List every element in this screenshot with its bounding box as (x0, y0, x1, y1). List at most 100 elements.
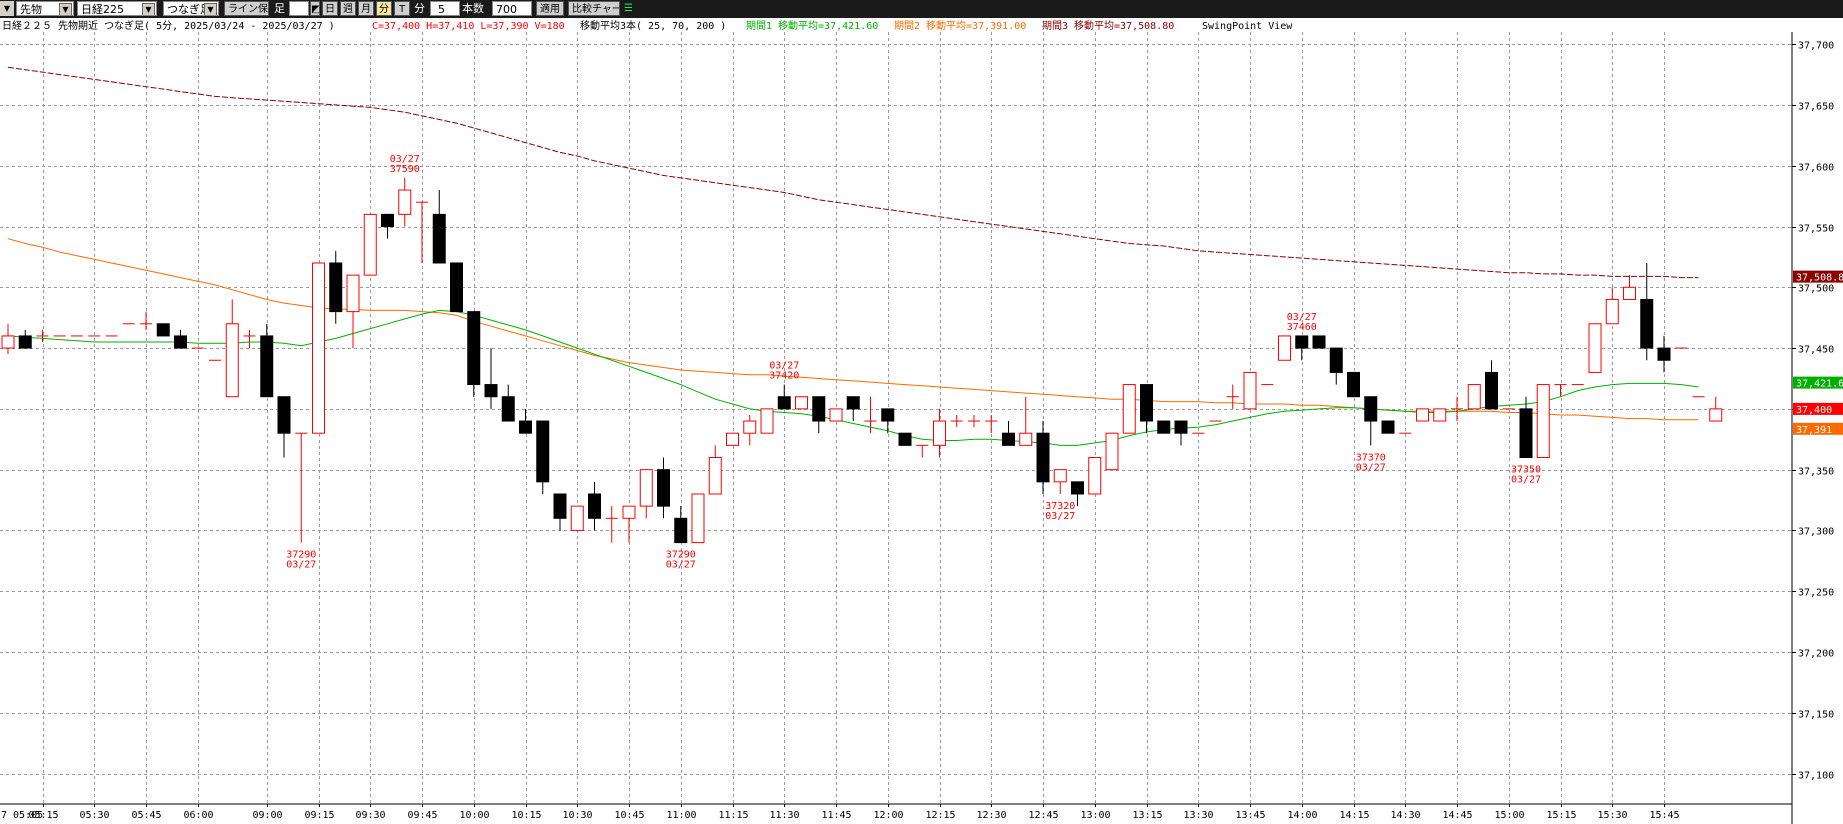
swing-label-line2: 37590 (390, 164, 420, 175)
candle (829, 408, 843, 422)
x-tick-label: 10:45 (614, 810, 644, 821)
toolbar: ▼ 先物 ▼ 日経225 ▼ つなぎ足 ▼ ライン保存 足 ◩ 日 週 月 分 … (0, 0, 1843, 18)
swing-label-line2: 03/27 (666, 560, 696, 571)
candle (519, 408, 532, 434)
bar-label: 足 (274, 2, 285, 15)
candle-body (381, 213, 394, 228)
swing-label-line1: 03/27 (1287, 312, 1317, 323)
price-badges: 37,508.8 37,421.6 37,400 37,391 (1793, 270, 1843, 436)
candle (760, 408, 774, 434)
apply-button[interactable]: 適用 (536, 1, 564, 16)
save-line-button[interactable]: ライン保存 (224, 1, 269, 16)
swing-label-line1: 37290 (666, 550, 696, 561)
price-badge: 37,391 (1793, 422, 1843, 436)
candle (225, 299, 239, 398)
candle (570, 505, 584, 531)
price-badge-bg (1793, 422, 1843, 435)
x-tick-label: 10:00 (459, 810, 489, 821)
x-tick-label: 12:45 (1028, 810, 1058, 821)
candle-body (363, 213, 377, 276)
x-tick-label: 11:45 (821, 810, 851, 821)
period-minute-button[interactable]: 分 (376, 1, 392, 16)
x-tick-label: 14:15 (1339, 810, 1369, 821)
swing-label-line2: 37420 (769, 371, 799, 382)
x-tick-label: 11:00 (666, 810, 696, 821)
chart-title: 日経２２５ 先物期近 つなぎ足( 5分, 2025/03/24 - 2025/0… (2, 19, 335, 32)
x-tick-label: 12:15 (925, 810, 955, 821)
candle-body (1278, 335, 1291, 361)
candle-body (1381, 420, 1395, 434)
candle (1467, 384, 1481, 410)
candle-body (795, 396, 808, 410)
candle (898, 432, 912, 446)
menu-arrow-icon[interactable]: ▼ (0, 1, 14, 16)
period-tick-button[interactable]: T (394, 1, 410, 16)
candle (1053, 469, 1067, 494)
price-badge-value: 37,508.8 (1796, 273, 1843, 284)
candle (277, 396, 291, 458)
candle (1588, 323, 1602, 373)
bar-stepper[interactable]: ◩ (310, 1, 320, 16)
candle-body (1536, 384, 1550, 459)
x-tick-label: 05:15 (28, 810, 58, 821)
candle-body (708, 457, 722, 495)
candle-body (829, 408, 843, 422)
x-tick-label: 14:30 (1390, 810, 1420, 821)
x-tick-label: 15:15 (1546, 810, 1576, 821)
count-input[interactable]: 700 (492, 1, 532, 16)
candle-body (1519, 408, 1533, 459)
candle-body (1657, 347, 1671, 361)
x-tick-label: 12:00 (873, 810, 903, 821)
interval-input[interactable]: 5 (430, 1, 460, 16)
candle-body (1140, 384, 1153, 422)
candle-body (1588, 323, 1602, 373)
candle-body (622, 505, 636, 519)
candle (639, 469, 653, 519)
candle-body (1605, 298, 1619, 325)
candle (1174, 420, 1188, 446)
candle-body (1053, 469, 1067, 483)
candle (1157, 420, 1171, 434)
period-month-button[interactable]: 月 (358, 1, 374, 16)
period-week-button[interactable]: 週 (340, 1, 356, 16)
candle-body (398, 189, 412, 215)
candle-body (329, 262, 343, 313)
market-select[interactable]: 先物 ▼ (16, 1, 74, 16)
y-tick-label: 37,150 (1798, 710, 1834, 721)
price-badge: 37,400 (1793, 402, 1843, 416)
y-tick-label: 37,450 (1798, 345, 1834, 356)
candle (329, 250, 343, 324)
instrument-select[interactable]: 日経225 ▼ (77, 1, 157, 16)
candle (1536, 384, 1550, 459)
price-badge-bg (1793, 376, 1843, 389)
y-tick-label: 37,250 (1798, 588, 1834, 599)
candle (864, 396, 877, 434)
candle (381, 213, 394, 239)
candle-body (674, 517, 688, 544)
x-tick-label: 12:30 (976, 810, 1006, 821)
candle (1329, 347, 1343, 385)
x-tick-label: 11:30 (769, 810, 799, 821)
candle (432, 190, 446, 264)
y-tick-label: 37,500 (1798, 284, 1834, 295)
period-day-button[interactable]: 日 (322, 1, 338, 16)
indicator-icon[interactable]: ☰ (624, 3, 633, 14)
y-tick-label: 37,650 (1798, 102, 1834, 113)
ohlcv-readout: C=37,400 H=37,410 L=37,390 V=180 (372, 21, 565, 32)
series-type-select[interactable]: つなぎ足 ▼ (163, 1, 219, 16)
y-tick-label: 37,100 (1798, 771, 1834, 782)
bar-count-input[interactable] (289, 1, 309, 16)
candle (36, 329, 49, 343)
candle (346, 274, 360, 349)
ma1-readout: 期間1 移動平均=37,421.60 (746, 19, 878, 32)
x-tick-label: 05:45 (131, 810, 161, 821)
compare-chart-button[interactable]: 比較チャート (568, 1, 620, 16)
candle (1140, 384, 1153, 434)
candle (588, 481, 601, 531)
swing-label-line2: 03/27 (1511, 475, 1541, 486)
x-tick-label: 14:00 (1287, 810, 1317, 821)
candle-body (1071, 481, 1084, 495)
